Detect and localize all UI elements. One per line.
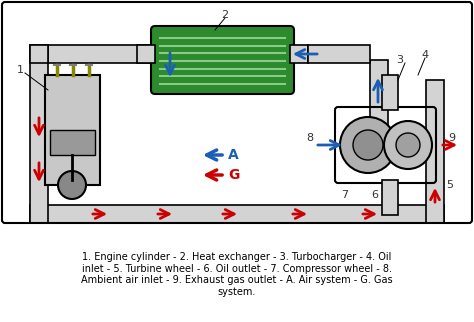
Bar	[30, 45, 48, 63]
Text: 4: 4	[421, 50, 428, 60]
FancyBboxPatch shape	[308, 45, 370, 63]
Bar	[426, 80, 444, 223]
Text: 9: 9	[448, 133, 456, 143]
Circle shape	[396, 133, 420, 157]
Circle shape	[340, 117, 396, 173]
Text: G: G	[228, 168, 239, 182]
Bar	[382, 180, 398, 215]
Text: 2: 2	[221, 10, 228, 20]
Text: 8: 8	[306, 133, 314, 143]
Bar	[45, 75, 100, 185]
Circle shape	[58, 171, 86, 199]
FancyBboxPatch shape	[137, 45, 155, 63]
FancyBboxPatch shape	[151, 26, 294, 94]
Bar	[370, 60, 388, 160]
Text: 3: 3	[396, 55, 403, 65]
Bar	[382, 75, 398, 110]
Text: 7: 7	[341, 190, 348, 200]
Bar	[50, 130, 95, 155]
FancyBboxPatch shape	[30, 205, 444, 223]
Circle shape	[384, 121, 432, 169]
Text: 5: 5	[447, 180, 454, 190]
FancyBboxPatch shape	[48, 45, 188, 63]
Text: 1: 1	[17, 65, 24, 75]
Bar	[30, 45, 48, 223]
FancyBboxPatch shape	[290, 45, 308, 63]
Text: A: A	[228, 148, 239, 162]
Text: 1. Engine cylinder - 2. Heat exchanger - 3. Turbocharger - 4. Oil
inlet - 5. Tur: 1. Engine cylinder - 2. Heat exchanger -…	[81, 252, 393, 297]
Text: 6: 6	[372, 190, 379, 200]
Circle shape	[353, 130, 383, 160]
